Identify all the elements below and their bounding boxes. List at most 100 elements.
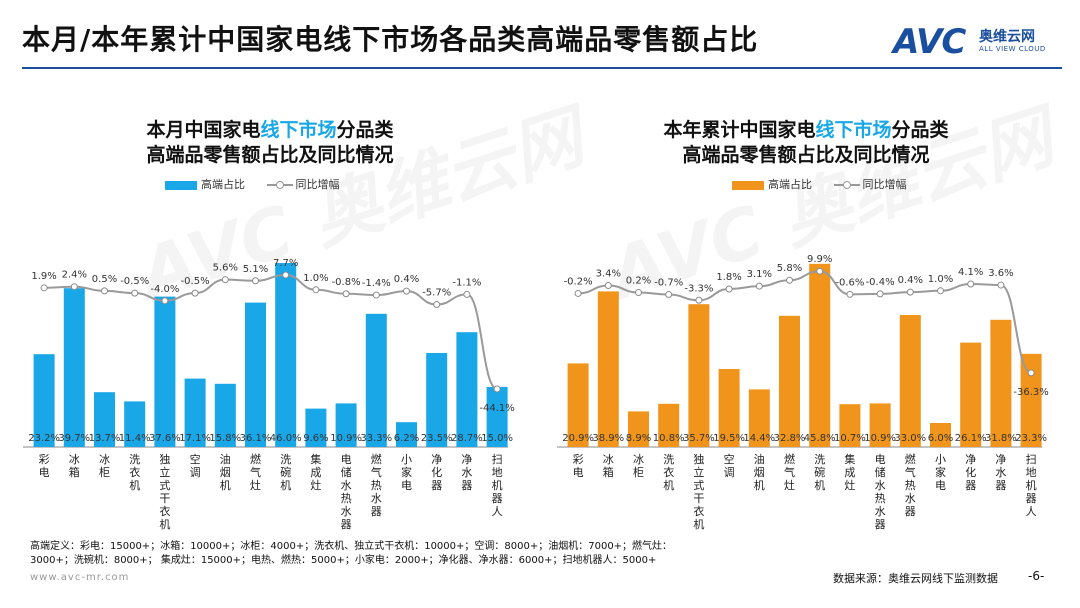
category-label: 彩电 [39,453,50,479]
bar-value-label: 17.1% [179,433,211,444]
yoy-value-label: -0.7% [654,278,683,289]
logo-en: ALL VIEW CLOUD [979,45,1046,53]
yoy-point [635,289,642,297]
yoy-value-label: 3.1% [747,269,772,280]
bar-value-label: 33.3% [360,433,392,444]
yoy-value-label: -0.2% [564,276,593,287]
yoy-value-label: 9.9% [807,254,832,265]
bar-value-label: 11.4% [119,433,151,444]
bar [869,403,891,447]
bar [33,354,55,447]
bar [305,408,327,447]
yoy-point [191,289,199,297]
bar-value-label: 15.8% [209,433,241,444]
bar-value-label: 45.8% [804,433,836,444]
category-label: 电储水热水器 [341,453,352,531]
bar-value-label: 32.8% [774,433,806,444]
yoy-point [131,289,139,297]
yoy-point [816,267,824,275]
yoy-value-label: -1.1% [452,277,481,288]
bar [628,411,649,447]
bar [396,422,417,447]
category-label: 冰箱 [69,453,80,479]
bar [63,288,85,447]
bar [124,401,146,447]
legend-line-swatch [833,180,860,190]
yoy-value-label: -0.4% [866,277,895,288]
bar-value-label: 33.0% [894,433,926,444]
category-label: 洗碗机 [814,453,825,492]
bar [184,378,206,447]
bar [899,315,921,447]
bar-value-label: 39.7% [58,433,90,444]
bar [960,342,982,447]
page-title: 本月/本年累计中国家电线下市场各品类高端品零售额占比 [22,23,759,56]
yoy-value-label: 3.6% [988,268,1013,279]
bar [809,263,831,447]
yoy-point [604,282,612,290]
category-label: 独立式干衣机 [159,453,170,531]
bar-value-label: 23.2% [28,433,60,444]
yoy-value-label: 5.6% [213,263,238,274]
bar-value-label: 26.1% [955,433,987,444]
legend-line-swatch [266,180,293,190]
page-number: -6- [1028,569,1045,583]
yoy-value-label: -0.5% [181,276,210,287]
yoy-line [578,270,1032,374]
yoy-value-label: -0.5% [120,276,149,287]
yoy-point [574,289,582,297]
yoy-value-label: 2.4% [62,270,87,281]
bar [779,315,800,447]
bar [275,263,297,447]
yoy-point [967,280,975,288]
yoy-value-label: 0.5% [92,274,117,285]
category-label: 集成灶 [310,452,321,492]
category-label: 电储水热水器 [875,453,886,531]
bar-value-label: 19.5% [713,433,745,444]
chart2-legend: 高端占比 同比增幅 [732,176,907,192]
bar-value-label: 9.6% [303,433,328,444]
header-rule [22,67,1062,69]
data-source: 数据来源：奥维云网线下监测数据 [833,572,998,585]
bar [1020,353,1042,447]
yoy-point [221,276,229,284]
yoy-value-label: 1.0% [928,274,953,285]
yoy-value-label: -3.3% [684,283,713,294]
logo-cn: 奥维云网 [979,29,1035,45]
yoy-point [312,286,320,294]
legend-line-label: 同比增幅 [862,178,907,191]
category-label: 油烟机 [754,452,765,492]
category-label: 小家电 [935,453,946,492]
bar-value-label: 37.6% [149,433,181,444]
yoy-value-label: -44.1% [479,403,514,414]
legend-bar-swatch [165,180,197,190]
yoy-value-label: 0.2% [626,276,651,287]
category-label: 燃气热水器 [371,452,382,518]
yoy-point [403,287,410,295]
bar-value-label: 10.9% [330,433,362,444]
category-label: 净水器 [995,452,1006,492]
yoy-point [282,271,290,279]
bar-value-label: 28.7% [451,433,483,444]
bar-value-label: 6.2% [394,433,419,444]
bar-value-label: 13.7% [89,433,121,444]
category-label: 小家电 [401,453,412,492]
yoy-point [493,385,501,393]
category-label: 冰柜 [99,453,110,479]
category-label: 扫地机器人 [1026,453,1037,518]
bar [486,387,508,447]
bar [214,383,236,447]
yoy-value-label: -0.8% [332,277,361,288]
bar [688,304,710,447]
yoy-point [876,290,884,298]
bar-value-label: 14.4% [743,433,775,444]
bar [456,332,478,447]
yoy-value-label: 7.7% [273,258,298,269]
bar [335,403,357,447]
bar-value-label: 20.9% [562,433,594,444]
website-text: www.avc-mr.com [30,572,130,583]
yoy-value-label: -36.3% [1013,387,1048,398]
yoy-point [906,288,914,296]
